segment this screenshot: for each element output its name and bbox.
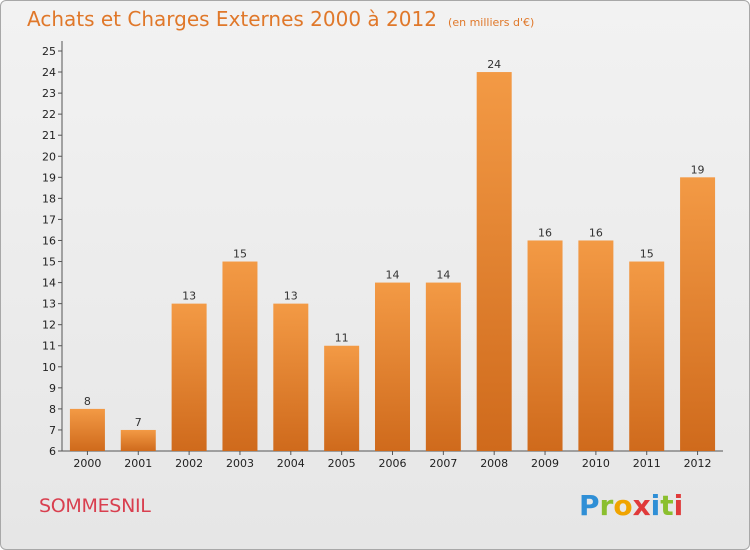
y-tick-label: 8 bbox=[49, 403, 56, 416]
data-label: 16 bbox=[538, 226, 552, 239]
y-tick-label: 14 bbox=[42, 277, 56, 290]
y-tick-label: 12 bbox=[42, 319, 56, 332]
bar bbox=[324, 345, 360, 451]
bar bbox=[680, 177, 716, 451]
bar bbox=[120, 429, 156, 451]
data-label: 16 bbox=[589, 226, 603, 239]
chart-title: Achats et Charges Externes 2000 à 2012 (… bbox=[27, 7, 534, 31]
bar bbox=[476, 72, 512, 451]
y-tick-label: 15 bbox=[42, 256, 56, 269]
y-tick-label: 11 bbox=[42, 340, 56, 353]
y-tick-label: 22 bbox=[42, 108, 56, 121]
data-label: 14 bbox=[436, 269, 450, 282]
y-tick-label: 19 bbox=[42, 171, 56, 184]
x-tick-label: 2001 bbox=[124, 457, 152, 470]
x-tick-label: 2006 bbox=[379, 457, 407, 470]
y-tick-label: 24 bbox=[42, 66, 56, 79]
x-tick-label: 2003 bbox=[226, 457, 254, 470]
data-label: 15 bbox=[233, 248, 247, 261]
y-tick-label: 21 bbox=[42, 129, 56, 142]
data-label: 19 bbox=[691, 163, 705, 176]
y-tick-label: 17 bbox=[42, 213, 56, 226]
logo-letter: P bbox=[579, 489, 600, 522]
data-label: 7 bbox=[135, 416, 142, 429]
data-label: 8 bbox=[84, 395, 91, 408]
y-tick-label: 6 bbox=[49, 445, 56, 458]
y-tick-label: 9 bbox=[49, 382, 56, 395]
data-label: 24 bbox=[487, 58, 501, 71]
data-label: 13 bbox=[284, 290, 298, 303]
x-tick-label: 2000 bbox=[73, 457, 101, 470]
chart-unit: (en milliers d'€) bbox=[448, 16, 535, 29]
y-tick-label: 16 bbox=[42, 234, 56, 247]
bar bbox=[375, 282, 410, 451]
bar bbox=[222, 261, 258, 451]
logo-letter: x bbox=[632, 489, 651, 522]
x-tick-label: 2007 bbox=[429, 457, 457, 470]
bar bbox=[171, 303, 207, 451]
logo-letter: o bbox=[613, 489, 633, 522]
x-tick-label: 2008 bbox=[480, 457, 508, 470]
data-label: 13 bbox=[182, 290, 196, 303]
bar bbox=[527, 240, 563, 451]
y-tick-label: 20 bbox=[42, 150, 56, 163]
bar bbox=[578, 240, 614, 451]
data-label: 14 bbox=[386, 269, 400, 282]
x-tick-label: 2009 bbox=[531, 457, 559, 470]
logo-letter: r bbox=[599, 489, 614, 522]
bar bbox=[629, 261, 665, 451]
x-tick-label: 2005 bbox=[328, 457, 356, 470]
x-tick-label: 2004 bbox=[277, 457, 305, 470]
x-tick-label: 2011 bbox=[633, 457, 661, 470]
x-tick-label: 2010 bbox=[582, 457, 610, 470]
chart-title-text: Achats et Charges Externes 2000 à 2012 bbox=[27, 7, 437, 31]
bar bbox=[273, 303, 309, 451]
logo-letter: i bbox=[650, 489, 661, 522]
data-label: 15 bbox=[640, 248, 654, 261]
logo-letter: i bbox=[673, 489, 684, 522]
y-tick-label: 18 bbox=[42, 192, 56, 205]
bar bbox=[425, 282, 461, 451]
y-tick-label: 13 bbox=[42, 298, 56, 311]
y-tick-label: 10 bbox=[42, 361, 56, 374]
proxiti-logo: Proxiti bbox=[579, 489, 683, 522]
logo-letter: t bbox=[660, 489, 674, 522]
y-tick-label: 25 bbox=[42, 45, 56, 58]
y-tick-label: 23 bbox=[42, 87, 56, 100]
city-name: SOMMESNIL bbox=[39, 495, 151, 517]
x-tick-label: 2012 bbox=[684, 457, 712, 470]
y-tick-label: 7 bbox=[49, 424, 56, 437]
x-tick-label: 2002 bbox=[175, 457, 203, 470]
bar bbox=[69, 408, 105, 451]
data-label: 11 bbox=[335, 332, 349, 345]
